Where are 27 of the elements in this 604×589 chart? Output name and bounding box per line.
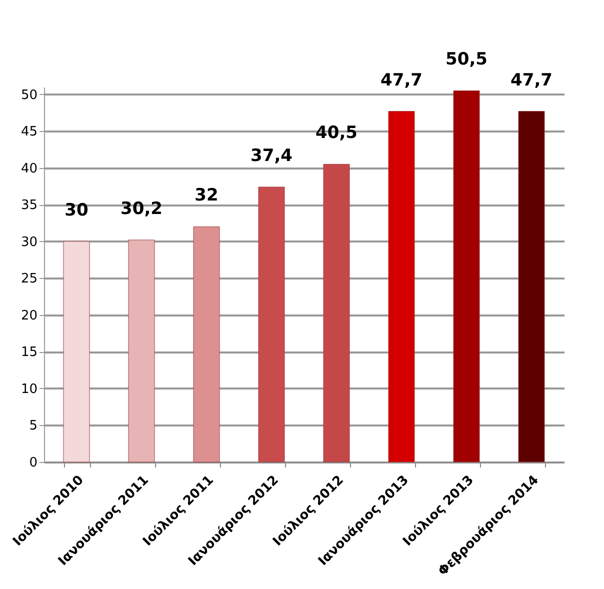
bar	[258, 186, 285, 462]
y-tick-label: 25	[20, 272, 38, 287]
data-label: 30,2	[120, 198, 162, 219]
bar	[388, 111, 415, 462]
data-label: 32	[194, 186, 218, 206]
y-tick-label: 45	[20, 124, 38, 140]
data-label: 40,5	[316, 123, 358, 144]
y-tick-label: 30	[20, 234, 38, 250]
data-label: 30	[64, 200, 88, 220]
y-tick-label: 0	[29, 456, 38, 470]
y-tick-label: 10	[20, 382, 38, 397]
y-tick-label: 35	[20, 198, 38, 214]
data-label: 47,7	[510, 70, 552, 90]
bar	[193, 226, 220, 462]
y-tick-label: 15	[20, 345, 38, 360]
y-tick-label: 20	[20, 308, 38, 324]
bar	[453, 90, 480, 462]
data-label: 37,4	[250, 146, 293, 166]
data-label: 47,7	[380, 70, 422, 90]
data-label: 50,5	[446, 50, 488, 70]
bar	[128, 240, 155, 462]
y-tick-label: 5	[29, 418, 38, 434]
bar	[63, 241, 90, 462]
bar	[323, 164, 350, 462]
bar	[518, 111, 545, 462]
y-tick-label: 50	[20, 88, 38, 103]
y-tick-label: 40	[20, 161, 38, 176]
